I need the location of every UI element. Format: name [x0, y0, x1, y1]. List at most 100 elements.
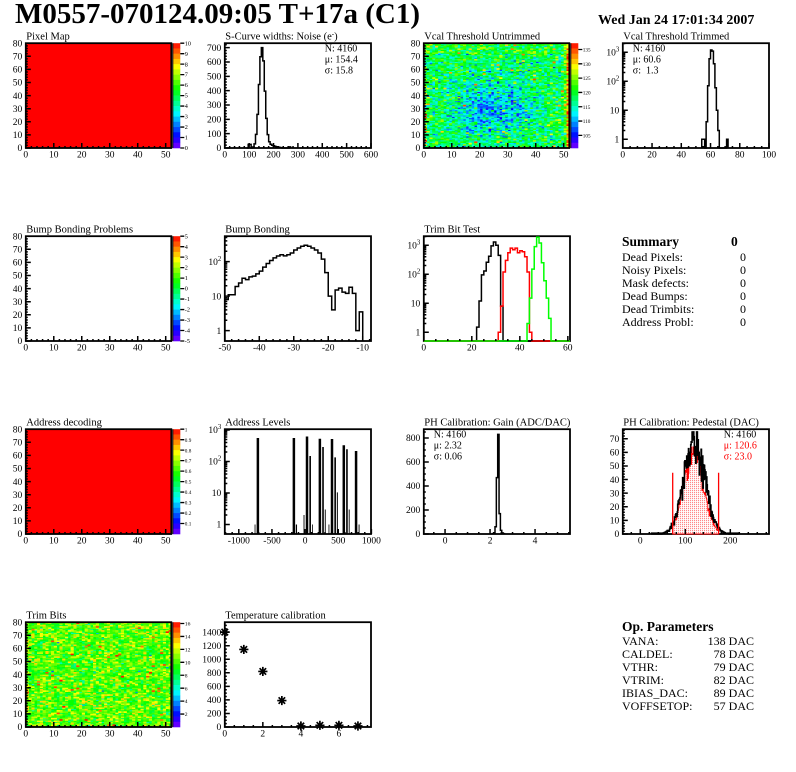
svg-text:30: 30: [13, 491, 23, 501]
svg-text:60: 60: [411, 66, 421, 76]
svg-text:1: 1: [185, 135, 188, 142]
svg-text:1000: 1000: [202, 656, 221, 666]
svg-text:0: 0: [740, 289, 746, 303]
svg-text:50: 50: [559, 151, 569, 161]
svg-text:CALDEL:: CALDEL:: [622, 647, 673, 661]
svg-text:μ: 2.32: μ: 2.32: [434, 441, 462, 452]
svg-text:40: 40: [133, 344, 143, 354]
svg-text:-50: -50: [218, 344, 231, 354]
svg-text:80: 80: [13, 425, 23, 435]
svg-text:20: 20: [13, 311, 23, 321]
svg-text:30: 30: [13, 105, 23, 115]
svg-text:10: 10: [49, 344, 59, 354]
svg-text:200: 200: [406, 506, 421, 516]
svg-text:60: 60: [610, 449, 620, 459]
svg-text:400: 400: [315, 151, 330, 161]
svg-text:70: 70: [13, 632, 23, 642]
svg-text:40: 40: [531, 151, 541, 161]
svg-text:2: 2: [260, 730, 265, 740]
svg-text:20: 20: [13, 504, 23, 514]
svg-text:-5: -5: [185, 338, 190, 345]
svg-text:600: 600: [364, 151, 379, 161]
svg-text:2: 2: [185, 124, 188, 131]
svg-text:0.6: 0.6: [185, 469, 192, 475]
svg-text:600: 600: [207, 58, 222, 68]
svg-text:8: 8: [185, 673, 188, 679]
svg-text:20: 20: [77, 537, 87, 547]
svg-text:30: 30: [105, 537, 115, 547]
svg-text:-10: -10: [356, 344, 369, 354]
svg-text:80: 80: [13, 232, 23, 242]
svg-text:Vcal Threshold Trimmed: Vcal Threshold Trimmed: [623, 32, 730, 43]
svg-text:1200: 1200: [202, 642, 221, 652]
svg-text:50: 50: [13, 465, 23, 475]
svg-text:300: 300: [291, 151, 306, 161]
svg-text:0: 0: [18, 723, 23, 733]
svg-text:-20: -20: [322, 344, 335, 354]
svg-text:0.2: 0.2: [185, 511, 192, 517]
svg-text:40: 40: [133, 537, 143, 547]
svg-text:VTHR:: VTHR:: [622, 660, 658, 674]
svg-text:10: 10: [13, 324, 23, 334]
svg-text:500: 500: [339, 151, 354, 161]
svg-text:12: 12: [185, 648, 191, 654]
svg-text:Dead Trimbits:: Dead Trimbits:: [622, 302, 694, 316]
svg-text:130: 130: [583, 62, 591, 68]
svg-text:10: 10: [610, 517, 620, 527]
svg-text:10: 10: [212, 292, 222, 302]
svg-text:PH Calibration: Pedestal (DAC): PH Calibration: Pedestal (DAC): [623, 418, 759, 429]
svg-text:10: 10: [185, 40, 191, 47]
svg-text:7: 7: [185, 72, 188, 79]
svg-text:70: 70: [610, 435, 620, 445]
svg-text:N: 4160: N: 4160: [325, 44, 358, 55]
svg-text:4: 4: [533, 537, 538, 547]
svg-text:120: 120: [583, 91, 591, 97]
svg-text:10: 10: [49, 537, 59, 547]
svg-text:Noisy Pixels:: Noisy Pixels:: [622, 263, 686, 277]
svg-text:20: 20: [77, 730, 87, 740]
svg-text:16: 16: [185, 622, 191, 628]
svg-text:Op. Parameters: Op. Parameters: [622, 619, 713, 634]
svg-text:30: 30: [105, 151, 115, 161]
svg-text:0: 0: [740, 302, 746, 316]
svg-text:30: 30: [13, 298, 23, 308]
svg-text:200: 200: [723, 537, 738, 547]
svg-text:0: 0: [222, 151, 227, 161]
svg-text:0: 0: [620, 151, 625, 161]
svg-text:Dead Bumps:: Dead Bumps:: [622, 289, 688, 303]
svg-text:S-Curve widths: Noise (e-): S-Curve widths: Noise (e-): [225, 30, 338, 43]
svg-text:8: 8: [185, 61, 188, 68]
svg-text:6: 6: [185, 82, 188, 89]
svg-text:0.8: 0.8: [185, 448, 192, 454]
svg-text:1: 1: [185, 427, 188, 433]
svg-text:100: 100: [678, 537, 693, 547]
svg-text:μ: 154.4: μ: 154.4: [325, 55, 358, 66]
svg-text:VTRIM:: VTRIM:: [622, 673, 664, 687]
svg-text:60: 60: [563, 344, 573, 354]
svg-text:10: 10: [185, 660, 191, 666]
svg-text:200: 200: [207, 710, 222, 720]
svg-text:σ: 23.0: σ: 23.0: [724, 452, 752, 463]
svg-text:0: 0: [416, 144, 421, 154]
svg-text:20: 20: [467, 344, 477, 354]
svg-text:Wed Jan 24 17:01:34 2007: Wed Jan 24 17:01:34 2007: [598, 13, 754, 28]
svg-text:4: 4: [185, 699, 188, 705]
svg-text:0: 0: [740, 250, 746, 264]
svg-text:0: 0: [18, 530, 23, 540]
svg-text:0: 0: [421, 151, 426, 161]
svg-text:40: 40: [411, 92, 421, 102]
svg-text:800: 800: [406, 434, 421, 444]
svg-text:57 DAC: 57 DAC: [714, 699, 754, 713]
svg-text:300: 300: [207, 101, 222, 111]
svg-text:14: 14: [185, 635, 191, 641]
svg-text:0.1: 0.1: [185, 522, 192, 528]
svg-text:-30: -30: [287, 344, 300, 354]
svg-text:0: 0: [23, 537, 28, 547]
svg-text:800: 800: [207, 669, 222, 679]
svg-text:400: 400: [207, 87, 222, 97]
svg-text:20: 20: [475, 151, 485, 161]
svg-text:4: 4: [299, 730, 304, 740]
svg-text:20: 20: [610, 503, 620, 513]
svg-text:105: 105: [583, 134, 591, 140]
svg-text:Address decoding: Address decoding: [26, 418, 102, 429]
